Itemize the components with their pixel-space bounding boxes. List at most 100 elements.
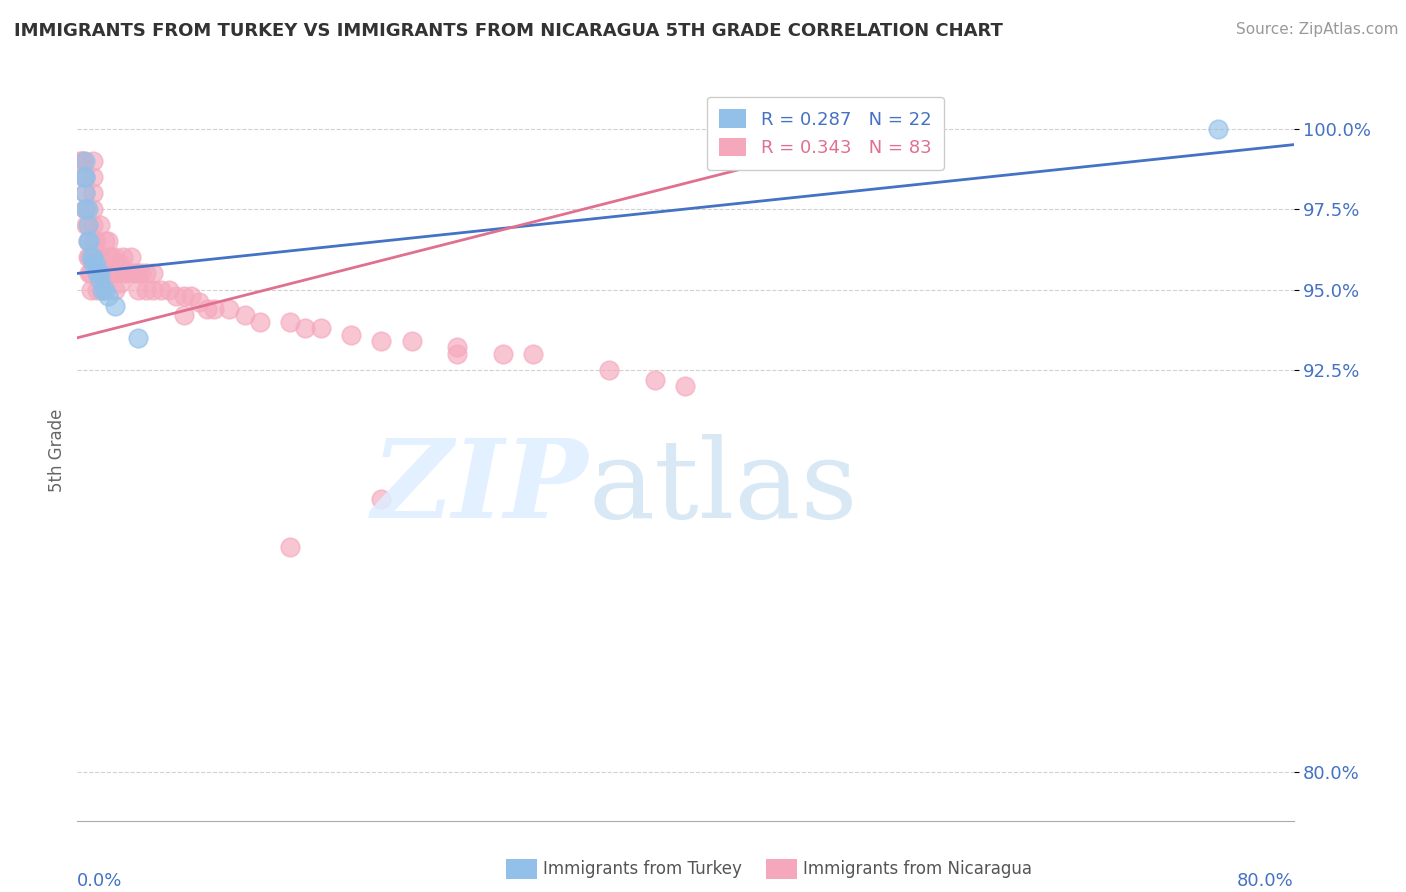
Point [75, 218, 97, 232]
Point [73, 186, 96, 200]
Point [79, 267, 101, 281]
Point [73, 169, 96, 184]
Point [73, 153, 96, 168]
Text: 0.0%: 0.0% [77, 872, 122, 890]
Point [644, 373, 666, 387]
Point [1206, 121, 1229, 136]
Point [278, 540, 301, 554]
Point [598, 363, 620, 377]
Point [97, 289, 120, 303]
Point [72, 153, 94, 168]
Point [77, 218, 100, 232]
Point [127, 283, 149, 297]
Point [108, 276, 131, 290]
Point [80, 267, 103, 281]
Point [82, 250, 104, 264]
Point [82, 257, 104, 271]
Text: Immigrants from Nicaragua: Immigrants from Nicaragua [803, 860, 1032, 878]
Point [188, 295, 211, 310]
Point [233, 308, 256, 322]
Point [309, 321, 332, 335]
Point [84, 257, 107, 271]
Point [115, 267, 138, 281]
Point [97, 250, 120, 264]
Point [77, 202, 100, 216]
Point [82, 202, 104, 216]
Point [173, 289, 195, 303]
Point [492, 347, 515, 361]
Point [108, 257, 131, 271]
Point [104, 283, 127, 297]
Point [249, 315, 271, 329]
Point [73, 202, 96, 216]
Point [370, 491, 392, 506]
Point [97, 234, 120, 248]
Point [135, 267, 157, 281]
Point [80, 283, 103, 297]
Point [202, 301, 225, 316]
Y-axis label: 5th Grade: 5th Grade [48, 409, 66, 492]
Point [120, 250, 142, 264]
Point [83, 250, 105, 264]
Point [157, 283, 180, 297]
Point [142, 267, 165, 281]
Point [90, 283, 112, 297]
Point [104, 250, 127, 264]
Point [218, 301, 240, 316]
Point [104, 299, 127, 313]
Point [89, 273, 111, 287]
Point [75, 202, 97, 216]
Point [120, 267, 142, 281]
Point [84, 234, 107, 248]
Point [82, 218, 104, 232]
Point [73, 186, 96, 200]
Point [86, 267, 108, 281]
Point [77, 234, 100, 248]
Point [127, 267, 149, 281]
Point [93, 234, 115, 248]
Point [278, 315, 301, 329]
Point [446, 341, 468, 355]
Point [370, 334, 392, 348]
Point [90, 267, 112, 281]
Point [82, 169, 104, 184]
Point [89, 218, 111, 232]
Point [104, 267, 127, 281]
Point [124, 267, 146, 281]
Point [93, 283, 115, 297]
Point [79, 234, 101, 248]
Point [135, 283, 157, 297]
Point [100, 250, 122, 264]
Point [522, 347, 544, 361]
Point [165, 289, 187, 303]
Point [90, 283, 112, 297]
Point [129, 267, 152, 281]
Point [195, 301, 218, 316]
Point [149, 283, 172, 297]
Legend: R = 0.287   N = 22, R = 0.343   N = 83: R = 0.287 N = 22, R = 0.343 N = 83 [707, 96, 943, 169]
Point [70, 153, 93, 168]
Text: Immigrants from Turkey: Immigrants from Turkey [543, 860, 741, 878]
Point [180, 289, 202, 303]
Point [294, 321, 316, 335]
Point [111, 267, 134, 281]
Text: 80.0%: 80.0% [1237, 872, 1294, 890]
Point [93, 267, 115, 281]
Point [340, 327, 363, 342]
Point [84, 250, 107, 264]
Point [142, 283, 165, 297]
Text: atlas: atlas [588, 434, 858, 541]
Point [87, 267, 110, 281]
Point [77, 234, 100, 248]
Point [77, 218, 100, 232]
Point [73, 169, 96, 184]
Point [83, 234, 105, 248]
Text: ZIP: ZIP [371, 434, 588, 541]
Point [73, 202, 96, 216]
Point [82, 186, 104, 200]
Point [675, 379, 697, 393]
Point [79, 250, 101, 264]
Text: IMMIGRANTS FROM TURKEY VS IMMIGRANTS FROM NICARAGUA 5TH GRADE CORRELATION CHART: IMMIGRANTS FROM TURKEY VS IMMIGRANTS FRO… [14, 22, 1002, 40]
Point [80, 250, 103, 264]
Point [401, 334, 423, 348]
